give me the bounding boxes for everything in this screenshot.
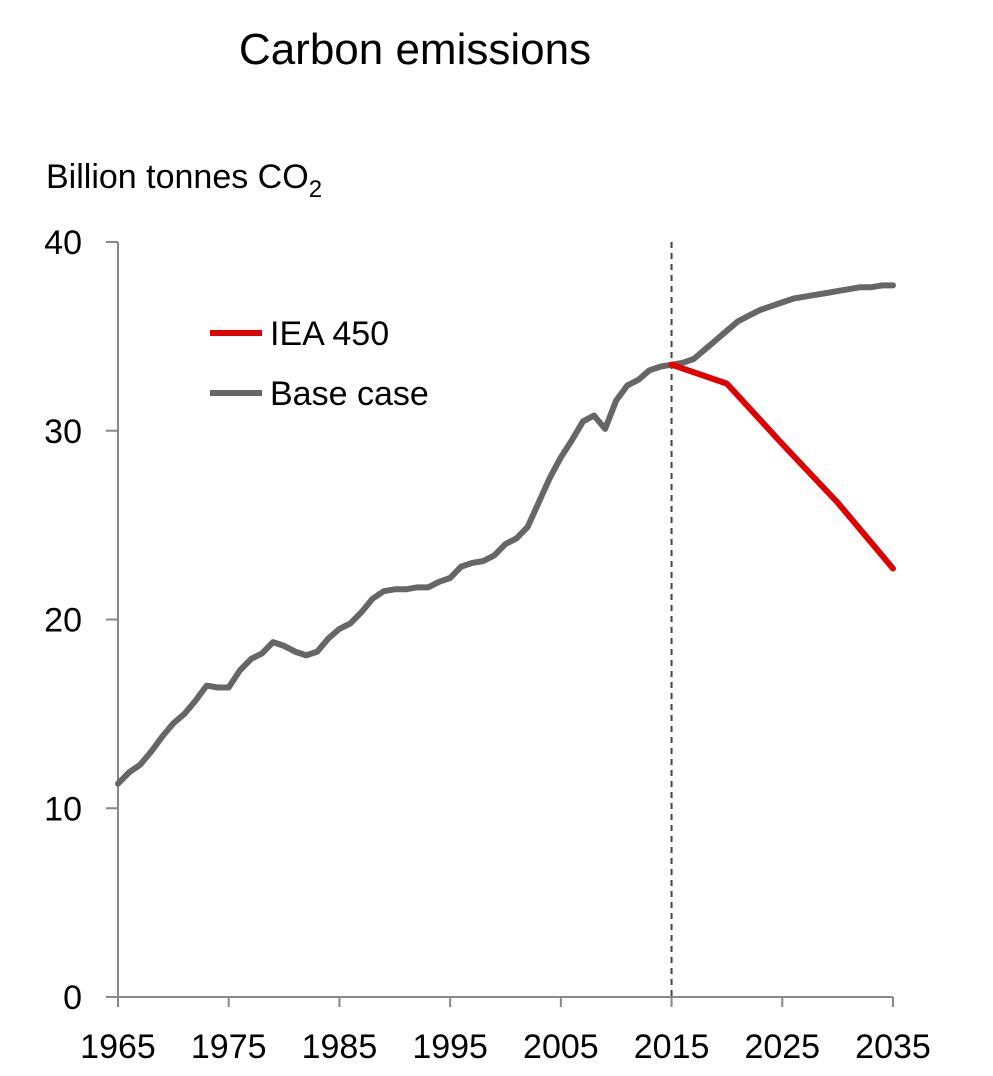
chart-title: Carbon emissions [239,25,591,74]
y-axis-label-main: Billion tonnes CO [46,158,309,196]
x-tick-label: 1975 [191,1028,267,1066]
x-tick-label: 2005 [523,1028,599,1066]
legend-label-iea-450: IEA 450 [270,315,389,353]
series-line-base-case [115,282,896,787]
x-tick-label: 2035 [855,1028,931,1066]
x-tick-label: 2015 [634,1028,710,1066]
y-tick-label: 10 [44,790,82,828]
x-axis-ticks: 1965 1975 1985 1995 2005 2015 2025 2035 [80,997,931,1066]
legend-label-base-case: Base case [270,375,429,413]
y-tick-label: 40 [44,224,82,262]
series-line-iea-450 [668,361,896,572]
x-tick-label: 1985 [302,1028,378,1066]
y-tick-label: 30 [44,413,82,451]
legend: IEA 450 Base case [210,315,429,413]
x-tick-label: 1995 [412,1028,488,1066]
y-axis-label: Billion tonnes CO2 [46,158,322,203]
y-axis-label-subscript: 2 [309,176,322,203]
y-tick-label: 0 [63,979,82,1017]
series-layer [115,282,896,787]
y-axis-ticks: 0 10 20 30 40 [44,224,118,1017]
x-tick-label: 1965 [80,1028,156,1066]
y-tick-label: 20 [44,602,82,640]
x-tick-label: 2025 [744,1028,820,1066]
